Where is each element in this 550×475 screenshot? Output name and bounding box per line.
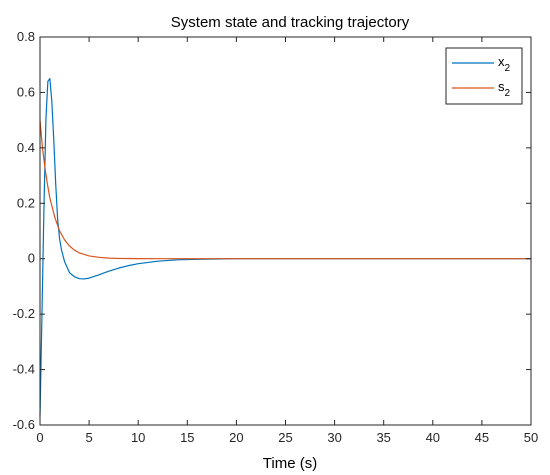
series-line-s2 [39, 120, 531, 260]
legend-box [445, 47, 523, 105]
y-tick-label: -0.2 [13, 306, 35, 321]
y-tick-label: 0.2 [17, 195, 35, 210]
x-tick-label: 25 [278, 430, 292, 445]
x-tick-label: 10 [131, 430, 145, 445]
legend-label: x2 [498, 54, 511, 74]
y-tick-label: -0.6 [13, 417, 35, 432]
x-tick-label: 45 [475, 430, 489, 445]
x-tick-label: 40 [426, 430, 440, 445]
y-tick-label: 0 [28, 251, 35, 266]
x-tick-label: 20 [229, 430, 243, 445]
x-tick-label: 0 [36, 430, 43, 445]
x-tick-label: 50 [524, 430, 538, 445]
x-tick-label: 35 [376, 430, 390, 445]
y-tick-label: -0.4 [13, 362, 35, 377]
x-tick-label: 15 [180, 430, 194, 445]
y-tick-label: 0.4 [17, 140, 35, 155]
y-tick-label: 0.8 [17, 29, 35, 44]
x-axis-label: Time (s) [263, 455, 317, 472]
legend-label: s2 [498, 79, 511, 99]
chart-title: System state and tracking trajectory [171, 14, 410, 31]
plot-area: 0 5 10 15 20 25 30 35 40 45 50 -0.6 -0.4 -0.2 0 0.2 0.4 0… [13, 29, 539, 445]
x-tick-label: 5 [85, 430, 92, 445]
x-tick-label: 30 [327, 430, 341, 445]
y-tick-label: 0.6 [17, 84, 35, 99]
